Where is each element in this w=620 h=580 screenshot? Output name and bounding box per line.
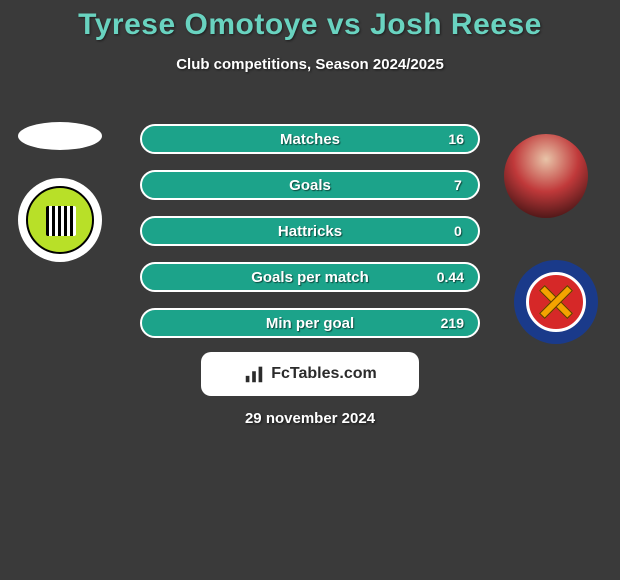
stat-right-value: 16 <box>448 131 464 147</box>
stats-panel: Matches 16 Goals 7 Hattricks 0 Goals per… <box>140 124 480 354</box>
comparison-card: Tyrese Omotoye vs Josh Reese Club compet… <box>0 0 620 580</box>
title-player2: Josh Reese <box>370 8 542 41</box>
stat-right-value: 219 <box>441 315 464 331</box>
date-label: 29 november 2024 <box>245 410 375 427</box>
stat-label: Goals <box>289 177 331 194</box>
stat-row-hattricks: Hattricks 0 <box>140 216 480 246</box>
subtitle: Club competitions, Season 2024/2025 <box>0 56 620 73</box>
stat-label: Hattricks <box>278 223 342 240</box>
player1-club-logo <box>18 178 102 262</box>
stat-row-matches: Matches 16 <box>140 124 480 154</box>
stat-label: Goals per match <box>251 269 369 286</box>
title-player1: Tyrese Omotoye <box>78 8 318 41</box>
player2-club-logo <box>514 260 598 344</box>
barchart-icon <box>243 363 265 385</box>
source-text: FcTables.com <box>271 365 377 383</box>
stat-right-value: 0.44 <box>437 269 464 285</box>
player2-avatar <box>504 134 588 218</box>
stat-label: Matches <box>280 131 340 148</box>
stat-row-gpm: Goals per match 0.44 <box>140 262 480 292</box>
title-vs: vs <box>327 8 361 41</box>
stat-right-value: 0 <box>454 223 464 239</box>
page-title: Tyrese Omotoye vs Josh Reese <box>0 0 620 42</box>
stat-row-mpg: Min per goal 219 <box>140 308 480 338</box>
player1-avatar <box>18 122 102 150</box>
source-logo: FcTables.com <box>201 352 419 396</box>
stat-row-goals: Goals 7 <box>140 170 480 200</box>
stat-right-value: 7 <box>454 177 464 193</box>
stat-label: Min per goal <box>266 315 354 332</box>
